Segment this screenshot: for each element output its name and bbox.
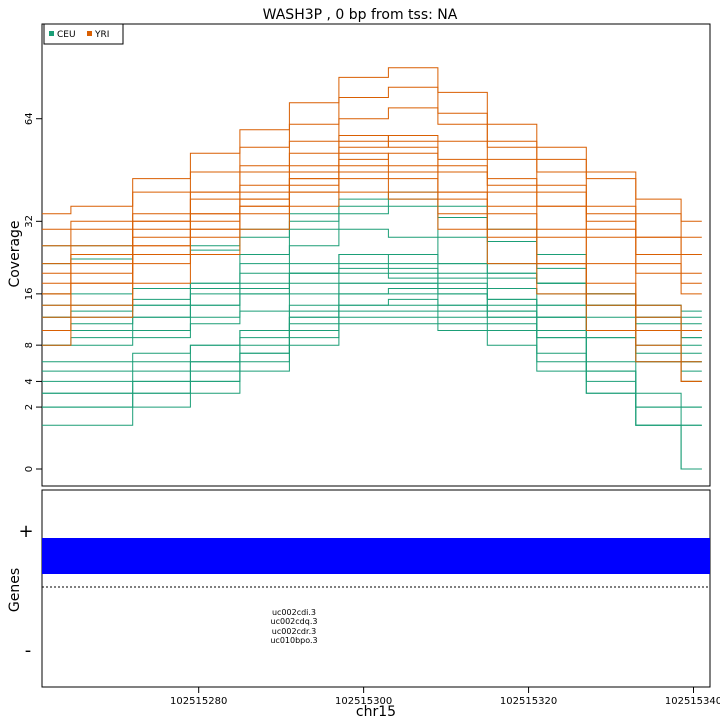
gene-name: uc002cdi.3 bbox=[272, 608, 316, 617]
gene-name: uc002cdq.3 bbox=[271, 617, 318, 626]
coverage-line-ceu-17 bbox=[42, 267, 702, 363]
coverage-line-ceu-9 bbox=[42, 288, 702, 382]
coverage-line-ceu-16 bbox=[42, 263, 702, 372]
y-tick-label: 2 bbox=[24, 404, 35, 410]
legend-label-yri: YRI bbox=[94, 30, 109, 40]
strand-plus-label: + bbox=[18, 521, 33, 542]
x-tick-label: 102515300 bbox=[335, 696, 392, 707]
gene-name: uc002cdr.3 bbox=[272, 627, 316, 636]
x-axis-label: chr15 bbox=[356, 704, 396, 720]
x-tick-label: 102515340 bbox=[665, 696, 720, 707]
coverage-line-ceu-13 bbox=[42, 323, 702, 470]
y-tick-label: 64 bbox=[24, 112, 35, 125]
coverage-line-yri-18 bbox=[42, 67, 702, 222]
x-tick-label: 102515320 bbox=[500, 696, 557, 707]
coverage-line-yri-27 bbox=[42, 140, 702, 274]
y-tick-label: 4 bbox=[24, 378, 35, 384]
y-tick-label: 8 bbox=[24, 342, 35, 348]
genes-y-label: Genes bbox=[7, 568, 23, 612]
legend-box bbox=[43, 23, 124, 45]
coverage-line-yri-19 bbox=[42, 86, 702, 238]
chart-title: WASH3P , 0 bp from tss: NA bbox=[263, 7, 458, 23]
coverage-series bbox=[42, 67, 702, 470]
coverage-line-yri-29 bbox=[42, 191, 702, 382]
legend-label-ceu: CEU bbox=[57, 30, 76, 40]
coverage-line-ceu-15 bbox=[42, 282, 702, 408]
x-tick-label: 102515280 bbox=[170, 696, 227, 707]
coverage-line-yri-21 bbox=[42, 135, 702, 284]
gene-band bbox=[42, 538, 710, 574]
coverage-line-yri-26 bbox=[42, 178, 702, 331]
coverage-y-label: Coverage bbox=[7, 220, 23, 287]
coverage-line-ceu-11 bbox=[42, 310, 702, 426]
coverage-line-ceu-3 bbox=[42, 228, 702, 354]
legend-swatch-ceu bbox=[49, 31, 54, 36]
coverage-panel-frame bbox=[41, 23, 711, 487]
coverage-line-yri-24 bbox=[42, 165, 702, 363]
coverage-line-yri-25 bbox=[42, 171, 702, 382]
coverage-line-ceu-7 bbox=[42, 282, 702, 346]
coverage-line-ceu-5 bbox=[42, 272, 702, 331]
y-tick-label: 0 bbox=[24, 466, 35, 472]
legend: CEU YRI bbox=[43, 23, 124, 45]
gene-name: uc010bpo.3 bbox=[270, 636, 317, 645]
y-tick-label: 16 bbox=[24, 287, 35, 300]
legend-swatch-yri bbox=[87, 31, 92, 36]
coverage-line-ceu-0 bbox=[42, 191, 702, 331]
x-axis: 102515280 102515300 102515320 102515340 bbox=[170, 687, 720, 707]
coverage-line-yri-23 bbox=[42, 152, 702, 331]
genes-panel-frame bbox=[41, 489, 711, 688]
coverage-y-axis: 0 2 4 8 16 32 64 bbox=[24, 112, 42, 472]
coverage-line-ceu-10 bbox=[42, 304, 702, 408]
strand-minus-label: - bbox=[25, 640, 32, 661]
coverage-line-yri-28 bbox=[42, 135, 702, 255]
coverage-line-ceu-2 bbox=[42, 205, 702, 346]
coverage-line-ceu-14 bbox=[42, 293, 702, 426]
y-tick-label: 32 bbox=[24, 215, 35, 228]
